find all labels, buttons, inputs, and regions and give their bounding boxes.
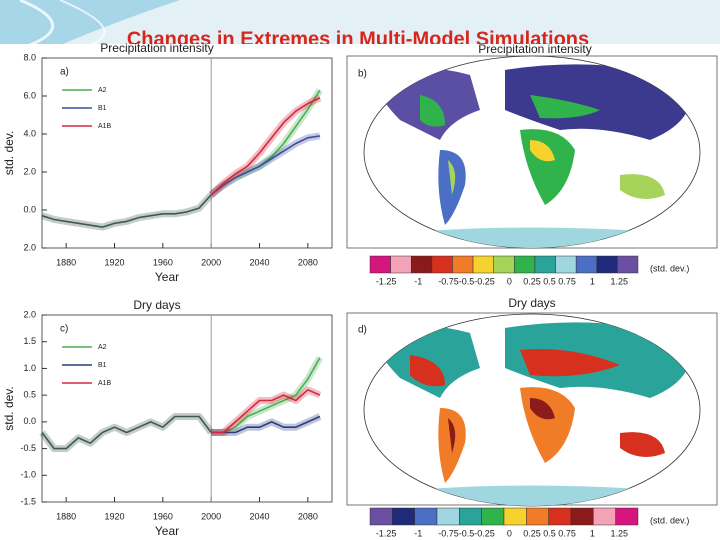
colorbar-swatch bbox=[414, 507, 438, 526]
colorbar-label: 1.25 bbox=[610, 276, 628, 286]
series-line bbox=[41, 415, 212, 450]
x-tick-label: 2080 bbox=[298, 511, 318, 521]
x-tick-label: 1960 bbox=[153, 257, 173, 267]
colorbar-swatch bbox=[369, 507, 393, 526]
legend-label: A1B bbox=[98, 380, 112, 387]
chart-title: Dry days bbox=[133, 298, 180, 312]
panel-label: d) bbox=[358, 325, 367, 336]
y-tick-label: 0.5 bbox=[23, 390, 36, 400]
colorbar-label: 1 bbox=[590, 528, 595, 538]
map-title: Dry days bbox=[508, 296, 555, 310]
colorbar-label: 0.25 0.5 0.75 bbox=[523, 528, 576, 538]
colorbar-swatch bbox=[596, 255, 618, 274]
y-tick-label: 2.0 bbox=[23, 242, 36, 252]
colorbar-unit: (std. dev.) bbox=[650, 263, 689, 273]
colorbar-swatch bbox=[548, 507, 572, 526]
colorbar-label: -0.75-0.5-0.25 bbox=[438, 276, 495, 286]
x-tick-label: 1920 bbox=[104, 511, 124, 521]
colorbar-swatch bbox=[392, 507, 415, 526]
colorbar-unit: (std. dev.) bbox=[650, 515, 689, 525]
colorbar-swatch bbox=[503, 507, 527, 526]
colorbar-label: 0.25 0.5 0.75 bbox=[523, 276, 576, 286]
series-line bbox=[210, 135, 321, 196]
y-tick-label: -0.5 bbox=[20, 443, 36, 453]
colorbar-swatch bbox=[390, 255, 412, 274]
x-tick-label: 2040 bbox=[249, 257, 269, 267]
colorbar-label: -1 bbox=[414, 528, 422, 538]
colorbar-swatch bbox=[514, 255, 536, 274]
colorbar-swatch bbox=[570, 507, 594, 526]
colorbar-swatch bbox=[575, 255, 598, 274]
panel-label: c) bbox=[60, 324, 68, 335]
colorbar-swatch bbox=[526, 507, 549, 526]
legend-label: A2 bbox=[98, 344, 107, 351]
colorbar-swatch bbox=[617, 255, 639, 274]
map-title: Precipitation intensity bbox=[478, 42, 591, 56]
y-tick-label: 2.0 bbox=[23, 166, 36, 176]
colorbar-swatch bbox=[593, 507, 616, 526]
y-tick-label: -1.0 bbox=[20, 470, 36, 480]
plot-frame bbox=[41, 57, 333, 249]
y-tick-label: 2.0 bbox=[23, 309, 36, 319]
legend-label: A1B bbox=[98, 123, 112, 130]
x-axis-label: Year bbox=[155, 524, 179, 538]
y-tick-label: 1.0 bbox=[23, 363, 36, 373]
series-line bbox=[210, 97, 321, 196]
y-tick-label: 6.0 bbox=[23, 90, 36, 100]
chart-title: Precipitation intensity bbox=[100, 41, 213, 55]
colorbar-swatch bbox=[410, 255, 433, 274]
series-line bbox=[211, 357, 321, 434]
colorbar-swatch bbox=[534, 255, 556, 274]
x-tick-label: 1880 bbox=[56, 257, 76, 267]
colorbar-label: 1.25 bbox=[610, 528, 628, 538]
colorbar-label: 0 bbox=[507, 528, 512, 538]
colorbar-label: -1.25 bbox=[376, 528, 397, 538]
colorbar-swatch bbox=[369, 255, 391, 274]
colorbar-label: 0 bbox=[507, 276, 512, 286]
x-tick-label: 2000 bbox=[201, 511, 221, 521]
x-tick-label: 1880 bbox=[56, 511, 76, 521]
y-tick-label: 0.0 bbox=[23, 416, 36, 426]
legend-label: B1 bbox=[98, 105, 107, 112]
x-axis-label: Year bbox=[155, 270, 179, 284]
colorbar-label: -1 bbox=[414, 276, 422, 286]
x-tick-label: 1960 bbox=[153, 511, 173, 521]
series-line bbox=[41, 194, 212, 228]
y-tick-label: 4.0 bbox=[23, 128, 36, 138]
legend-label: B1 bbox=[98, 362, 107, 369]
x-tick-label: 2040 bbox=[249, 511, 269, 521]
x-tick-label: 1920 bbox=[104, 257, 124, 267]
colorbar-label: 1 bbox=[590, 276, 595, 286]
y-tick-label: -1.5 bbox=[20, 496, 36, 506]
colorbar-swatch bbox=[431, 255, 453, 274]
x-tick-label: 2000 bbox=[201, 257, 221, 267]
legend-label: A2 bbox=[98, 87, 107, 94]
colorbar-swatch bbox=[459, 507, 482, 526]
panel-label: b) bbox=[358, 69, 367, 80]
x-tick-label: 2080 bbox=[298, 257, 318, 267]
y-tick-label: 8.0 bbox=[23, 52, 36, 62]
colorbar-swatch bbox=[452, 255, 474, 274]
y-tick-label: 1.5 bbox=[23, 336, 36, 346]
series-line bbox=[211, 415, 321, 434]
y-tick-label: 0.0 bbox=[23, 204, 36, 214]
colorbar-swatch bbox=[481, 507, 505, 526]
colorbar-swatch bbox=[555, 255, 577, 274]
y-axis-label: std. dev. bbox=[2, 131, 16, 175]
colorbar-swatch bbox=[436, 507, 460, 526]
plot-frame bbox=[41, 314, 333, 503]
colorbar-swatch bbox=[472, 255, 494, 274]
colorbar-label: -0.75-0.5-0.25 bbox=[438, 528, 495, 538]
header-decoration bbox=[0, 0, 720, 47]
colorbar-swatch bbox=[493, 255, 515, 274]
map-b: b) Precipitation intensity bbox=[346, 42, 718, 249]
colorbar-swatch bbox=[615, 507, 639, 526]
panel-label: a) bbox=[60, 67, 69, 78]
y-axis-label: std. dev. bbox=[2, 386, 16, 430]
series-line bbox=[211, 389, 321, 434]
colorbar-label: -1.25 bbox=[376, 276, 397, 286]
